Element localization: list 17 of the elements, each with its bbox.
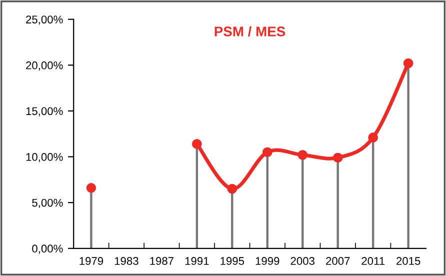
y-tick-label: 15,00% [26, 107, 63, 116]
x-tick-label: 2015 [396, 257, 420, 265]
y-tick-label: 25,00% [26, 16, 63, 25]
y-tick-label: 5,00% [32, 198, 63, 208]
y-tick-label: 0,00% [32, 244, 63, 254]
x-tick-label: 2011 [362, 257, 384, 265]
x-tick-label: 1979 [80, 257, 104, 265]
x-tick-label: 1995 [220, 257, 244, 265]
x-tick-label: 2007 [326, 257, 350, 265]
x-tick-label: 1983 [114, 257, 138, 265]
chart-title: PSM / MES [214, 26, 286, 37]
x-tick-label: 1987 [150, 257, 174, 265]
y-tick-label: 20,00% [26, 61, 63, 71]
x-tick-label: 1991 [185, 257, 209, 265]
x-tick-label: 1999 [256, 257, 280, 265]
y-tick-label: 10,00% [26, 153, 63, 162]
x-tick-label: 2003 [290, 257, 314, 265]
